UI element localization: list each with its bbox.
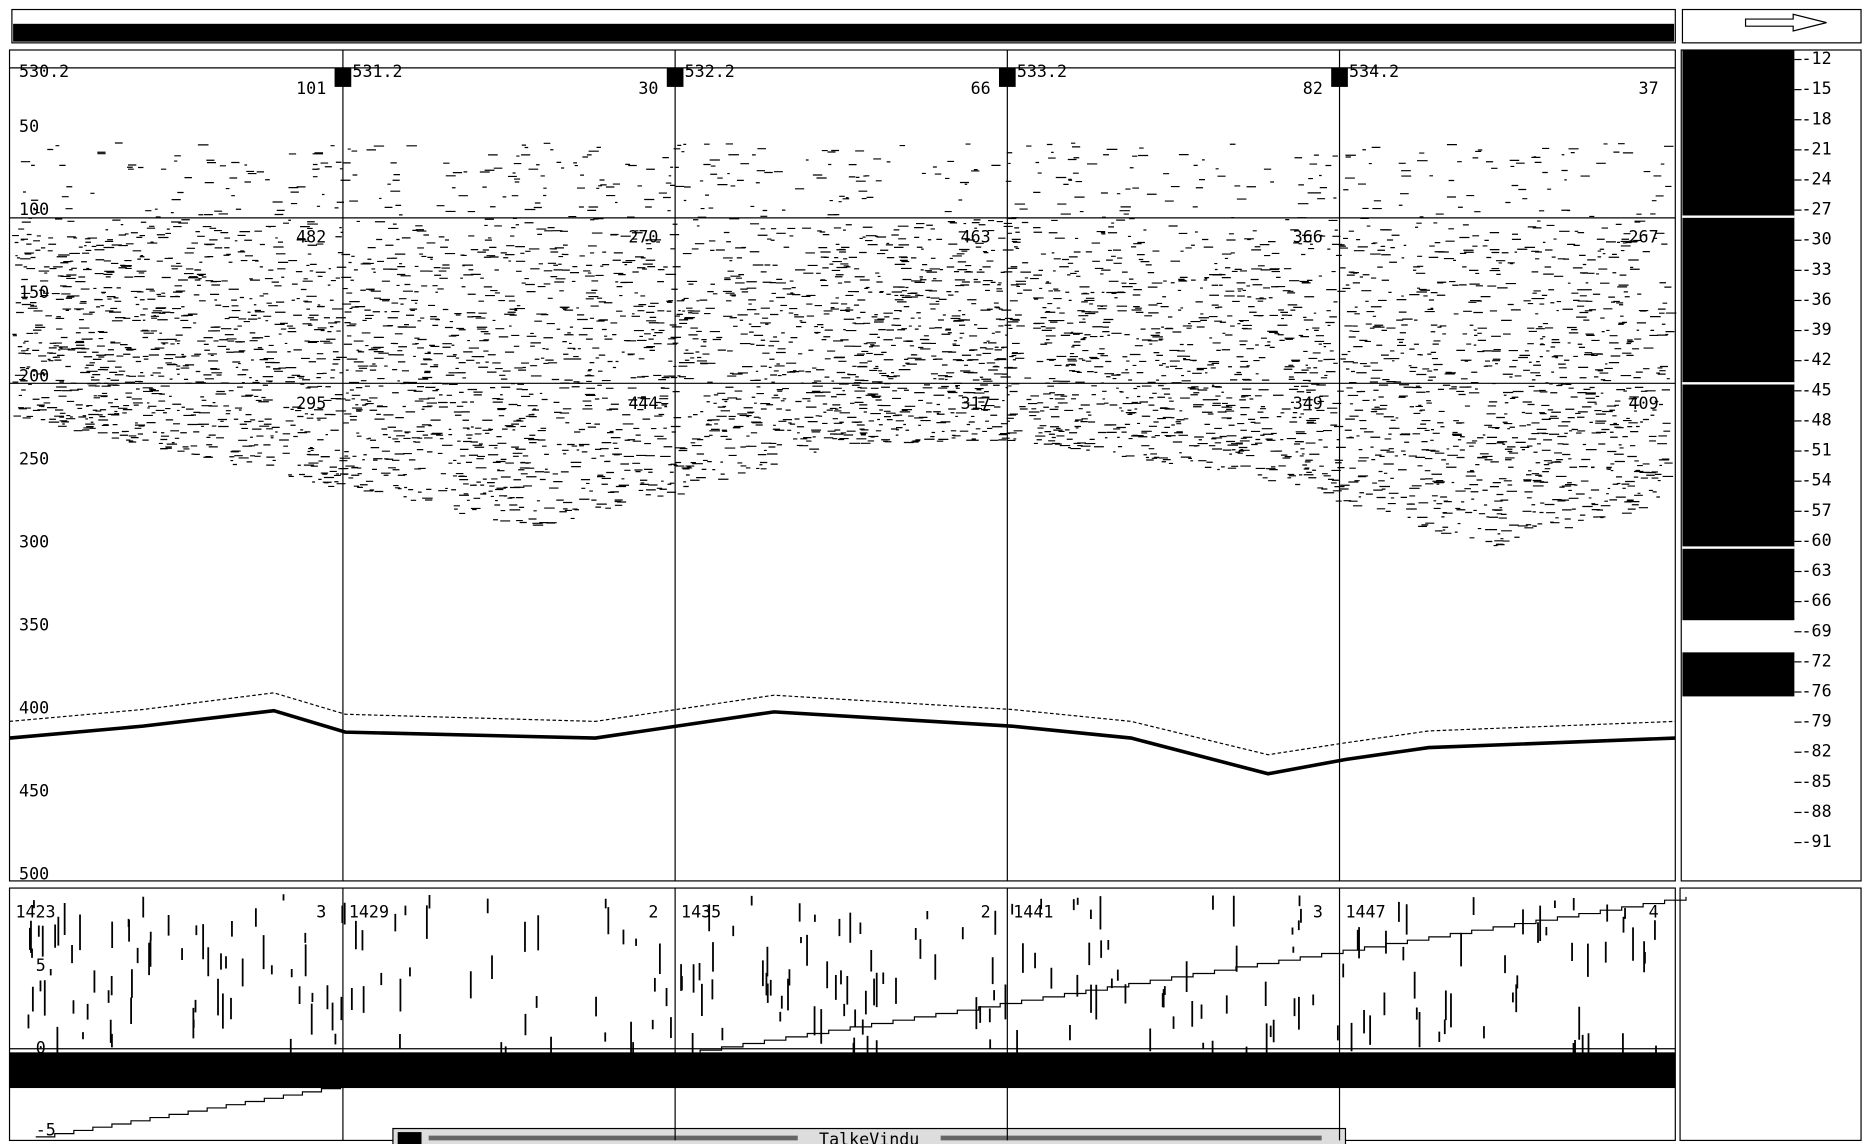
layer-value: 409 <box>1629 394 1659 413</box>
depth-label: 250 <box>19 449 49 468</box>
scale-label: -12 <box>1802 49 1832 68</box>
scale-label: -27 <box>1802 200 1832 219</box>
scale-gap <box>1682 546 1794 548</box>
scale-gap <box>1682 215 1794 217</box>
lower-band <box>10 1052 1676 1088</box>
column-marker <box>999 68 1016 87</box>
layer-value: 482 <box>296 228 326 247</box>
ping-count: 3 <box>316 903 326 922</box>
window-icon <box>398 1132 422 1144</box>
ping-label: 532.2 <box>685 62 735 81</box>
depth-label: 100 <box>19 200 49 219</box>
ping-number: 1429 <box>349 903 389 922</box>
ping-label: 531.2 <box>352 62 402 81</box>
scale-label: -21 <box>1802 139 1832 158</box>
lower-side-panel <box>1680 888 1861 1140</box>
scale-label: -66 <box>1802 591 1832 610</box>
scale-label: -33 <box>1802 260 1832 279</box>
ping-count: 66 <box>971 79 991 98</box>
ping-label: 530.2 <box>19 62 69 81</box>
lower-y-label: 0 <box>36 1038 46 1057</box>
window-title: TalkeVindu <box>819 1130 919 1144</box>
scale-label: -39 <box>1802 320 1832 339</box>
ping-count: 2 <box>981 903 991 922</box>
echosounder-screen: TalkeVindu 530.2101482295531.23027044453… <box>0 0 1867 1144</box>
ping-label: 533.2 <box>1017 62 1067 81</box>
depth-label: 500 <box>19 864 49 883</box>
column-marker <box>667 68 684 87</box>
depth-label: 400 <box>19 698 49 717</box>
scale-label: -30 <box>1802 230 1832 249</box>
scale-label: -18 <box>1802 109 1832 128</box>
scale-bar <box>1682 652 1794 696</box>
ping-number: 1435 <box>681 903 721 922</box>
ping-count: 30 <box>638 79 658 98</box>
depth-label: 450 <box>19 781 49 800</box>
column-marker <box>335 68 352 87</box>
layer-value: 295 <box>296 394 326 413</box>
layer-value: 463 <box>961 228 991 247</box>
scale-label: -91 <box>1802 832 1832 851</box>
scale-label: -79 <box>1802 712 1832 731</box>
lower-y-label: 5 <box>36 956 46 975</box>
lower-y-label: -5 <box>36 1120 56 1139</box>
layer-value: 366 <box>1293 228 1323 247</box>
scale-bar <box>1682 50 1794 620</box>
scale-label: -36 <box>1802 290 1832 309</box>
lower-panel <box>10 888 1676 1140</box>
ping-count: 2 <box>648 903 658 922</box>
scale-label: -24 <box>1802 169 1832 188</box>
depth-label: 150 <box>19 283 49 302</box>
ping-count: 3 <box>1313 903 1323 922</box>
scale-label: -82 <box>1802 742 1832 761</box>
scale-label: -69 <box>1802 621 1832 640</box>
scale-label: -60 <box>1802 531 1832 550</box>
ping-number: 1447 <box>1345 903 1385 922</box>
ping-count: 82 <box>1303 79 1323 98</box>
scale-label: -88 <box>1802 802 1832 821</box>
layer-value: 317 <box>961 394 991 413</box>
echogram-panel <box>10 50 1676 881</box>
ping-label: 534.2 <box>1349 62 1399 81</box>
depth-label: 350 <box>19 615 49 634</box>
scale-label: -54 <box>1802 471 1832 490</box>
scale-label: -15 <box>1802 79 1832 98</box>
scale-label: -57 <box>1802 501 1832 520</box>
layer-value: 349 <box>1293 394 1323 413</box>
layer-value: 270 <box>628 228 658 247</box>
depth-label: 50 <box>19 117 39 136</box>
scale-label: -72 <box>1802 651 1832 670</box>
scale-gap <box>1682 382 1794 384</box>
depth-label: 300 <box>19 532 49 551</box>
scale-label: -45 <box>1802 380 1832 399</box>
scale-label: -51 <box>1802 441 1832 460</box>
ping-number: 1441 <box>1013 903 1053 922</box>
ping-number: 1423 <box>15 903 55 922</box>
column-marker <box>1331 68 1348 87</box>
scale-label: -42 <box>1802 350 1832 369</box>
ping-count: 37 <box>1639 79 1659 98</box>
ping-count: 4 <box>1649 903 1659 922</box>
depth-label: 200 <box>19 366 49 385</box>
progress-band <box>13 24 1674 42</box>
scale-label: -85 <box>1802 772 1832 791</box>
scale-label: -63 <box>1802 561 1832 580</box>
scale-label: -48 <box>1802 410 1832 429</box>
layer-value: 267 <box>1629 228 1659 247</box>
ping-count: 101 <box>296 79 326 98</box>
scale-label: -76 <box>1802 681 1832 700</box>
layer-value: 444 <box>628 394 658 413</box>
